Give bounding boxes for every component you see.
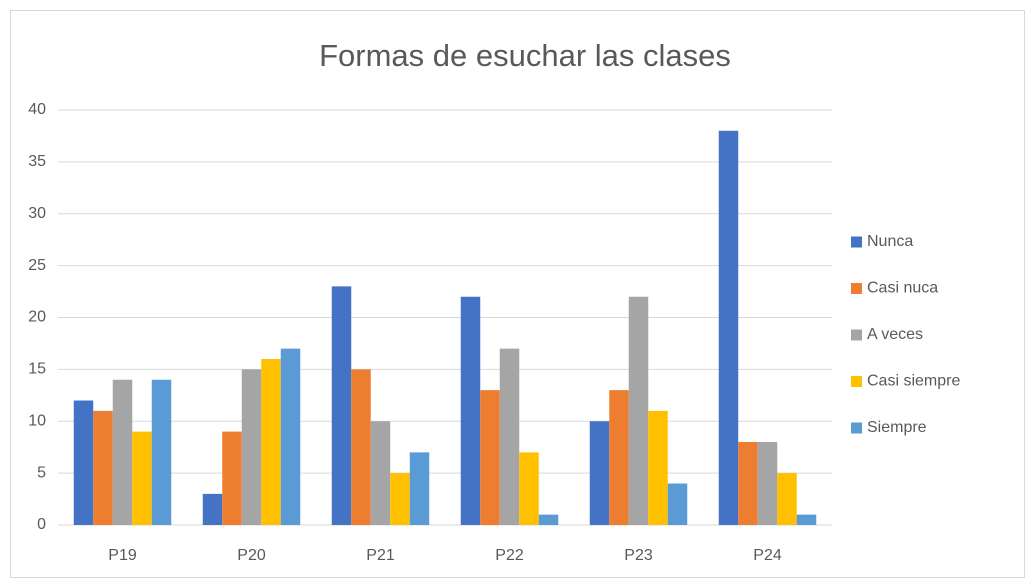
bar: [460, 296, 481, 525]
legend-label: Nunca: [867, 233, 913, 250]
bar: [280, 348, 301, 525]
bar: [718, 130, 739, 525]
bar: [390, 473, 410, 525]
bar: [667, 483, 688, 525]
y-tick-label: 25: [28, 257, 46, 274]
bar: [480, 390, 500, 525]
legend-swatch: [851, 283, 862, 294]
bar: [331, 286, 352, 525]
bar: [351, 369, 371, 525]
bar: [241, 369, 262, 525]
bar: [202, 493, 223, 525]
y-tick-label: 30: [28, 205, 46, 222]
bar: [370, 421, 391, 525]
bar: [796, 514, 817, 525]
bar: [757, 442, 778, 525]
y-tick-label: 20: [28, 309, 46, 326]
y-tick-label: 0: [37, 516, 46, 533]
bar: [112, 379, 133, 525]
bar: [409, 452, 430, 525]
bar: [538, 514, 559, 525]
bar: [132, 431, 152, 525]
x-tick-label: P23: [624, 547, 653, 564]
legend-swatch: [851, 236, 862, 248]
bar: [151, 379, 172, 525]
bar: [609, 390, 629, 525]
x-tick-label: P22: [495, 547, 524, 564]
bar: [93, 410, 113, 525]
x-tick-label: P21: [366, 547, 395, 564]
bar: [519, 452, 539, 525]
bar: [777, 473, 797, 525]
y-tick-label: 15: [28, 361, 46, 378]
bar: [589, 421, 610, 525]
legend-swatch: [851, 376, 862, 387]
bar: [222, 431, 242, 525]
legend-swatch: [851, 329, 862, 341]
bar: [73, 400, 94, 525]
y-tick-label: 40: [28, 101, 46, 118]
bar: [499, 348, 520, 525]
legend-label: A veces: [867, 326, 923, 343]
y-tick-label: 5: [37, 464, 46, 481]
legend-swatch: [851, 422, 862, 434]
x-tick-label: P20: [237, 547, 266, 564]
legend-label: Casi nuca: [867, 280, 938, 297]
legend-label: Casi siempre: [867, 373, 960, 390]
y-tick-label: 10: [28, 412, 46, 429]
chart-title: Formas de esuchar las clases: [319, 38, 731, 73]
x-tick-label: P19: [108, 547, 137, 564]
bar: [261, 359, 281, 525]
bar: [628, 296, 649, 525]
bar: [738, 442, 758, 525]
legend-label: Siempre: [867, 419, 927, 436]
bar: [648, 410, 668, 525]
x-tick-label: P24: [753, 547, 782, 564]
y-tick-label: 35: [28, 153, 46, 170]
